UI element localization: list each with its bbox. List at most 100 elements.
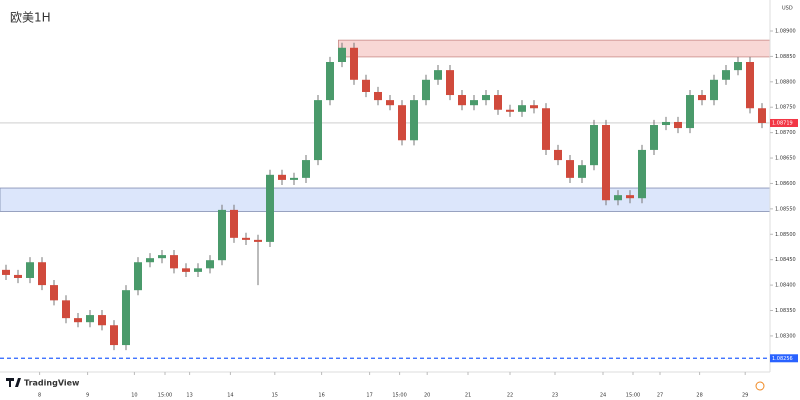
candle-body (62, 300, 70, 319)
x-tick-label: 28 (696, 393, 702, 399)
candle-body (26, 262, 34, 278)
candle-body (542, 108, 550, 150)
candle-body (566, 160, 574, 178)
y-tick-label: 1.08550 (775, 206, 796, 212)
x-tick-label: 10 (131, 393, 137, 399)
candle-body (638, 149, 646, 199)
candle-body (494, 95, 502, 110)
x-tick-label: 21 (465, 393, 471, 399)
candle-body (410, 100, 418, 141)
candle-body (434, 70, 442, 80)
candle-body (242, 237, 250, 240)
logo: TradingView (6, 378, 80, 388)
candle-body (398, 105, 406, 141)
candle-body (50, 285, 58, 301)
x-tick-label: 13 (186, 393, 192, 399)
candle-body (554, 149, 562, 161)
x-tick-label: 17 (366, 393, 372, 399)
candle-body (626, 195, 634, 199)
price-tag (770, 354, 798, 363)
price-tag-label: 1.08256 (772, 356, 793, 362)
candle-body (590, 125, 598, 166)
candle-body (470, 100, 478, 106)
candle-body (734, 62, 742, 71)
y-tick-label: 1.08300 (775, 333, 796, 339)
event-icon[interactable] (755, 381, 765, 391)
x-tick-label: 27 (657, 393, 663, 399)
candle-body (722, 70, 730, 80)
x-tick-label: 29 (742, 393, 748, 399)
chart-title: 欧美1H (10, 11, 51, 25)
y-tick-label: 1.08800 (775, 79, 796, 85)
candle-body (146, 258, 154, 263)
x-tick-label: 24 (600, 393, 606, 399)
candle-body (266, 174, 274, 242)
candle-body (302, 160, 310, 178)
candle-body (170, 255, 178, 269)
candle-body (230, 209, 238, 238)
candle-body (758, 108, 766, 123)
candle-body (578, 165, 586, 178)
y-tick-label: 1.08350 (775, 308, 796, 314)
candle-body (326, 62, 334, 101)
candle-body (278, 174, 286, 180)
zone (0, 187, 771, 212)
x-tick-label: 23 (552, 393, 558, 399)
candle-body (158, 255, 166, 259)
x-tick-label: 22 (507, 393, 513, 399)
x-tick-label: 14 (227, 393, 233, 399)
y-tick-label: 1.08750 (775, 105, 796, 111)
y-tick-label: 1.08600 (775, 181, 796, 187)
x-tick-label: 15:00 (626, 393, 640, 399)
x-tick-label: 15:00 (158, 393, 172, 399)
candle-body (746, 62, 754, 109)
candle-body (182, 268, 190, 272)
candle-body (206, 260, 214, 269)
candle-body (14, 274, 22, 278)
candle-body (686, 95, 694, 129)
candle-body (458, 95, 466, 106)
candle-body (362, 79, 370, 92)
candle-body (506, 109, 514, 112)
candle-body (662, 121, 670, 126)
y-tick-label: 1.08700 (775, 130, 796, 136)
x-tick-label: 16 (318, 393, 324, 399)
candle-body (518, 105, 526, 112)
candle-body (674, 121, 682, 129)
y-tick-label: 1.08450 (775, 257, 796, 263)
candle-body (614, 195, 622, 201)
currency: USD (782, 6, 793, 12)
brand: TradingView (24, 379, 80, 388)
zone (337, 39, 771, 58)
y-tick-label: 1.08500 (775, 232, 796, 238)
candle-body (710, 79, 718, 101)
candle-body (38, 262, 46, 286)
candle-body (386, 100, 394, 106)
y-tick-label: 1.08400 (775, 283, 796, 289)
x-tick-label: 15:00 (392, 393, 406, 399)
candle-body (2, 269, 10, 275)
candle-body (350, 47, 358, 80)
candle-body (530, 105, 538, 109)
candle-body (98, 315, 106, 326)
y-tick-label: 1.08850 (775, 54, 796, 60)
candle-body (374, 91, 382, 101)
candle-body (74, 318, 82, 323)
candle-body (218, 209, 226, 261)
candle-body (290, 177, 298, 180)
candle-body (446, 70, 454, 96)
x-tick-label: 8 (38, 393, 41, 399)
candle-body (338, 47, 346, 62)
candle-body (254, 239, 262, 242)
candle-body (110, 325, 118, 346)
candle-body (698, 95, 706, 101)
candle-body (314, 100, 322, 161)
candle-body (122, 290, 130, 346)
candle-body (86, 315, 94, 323)
price-tag (770, 118, 798, 127)
y-tick-label: 1.08900 (775, 29, 796, 35)
x-tick-label: 20 (424, 393, 430, 399)
candle-body (482, 95, 490, 101)
x-tick-label: 9 (86, 393, 89, 399)
